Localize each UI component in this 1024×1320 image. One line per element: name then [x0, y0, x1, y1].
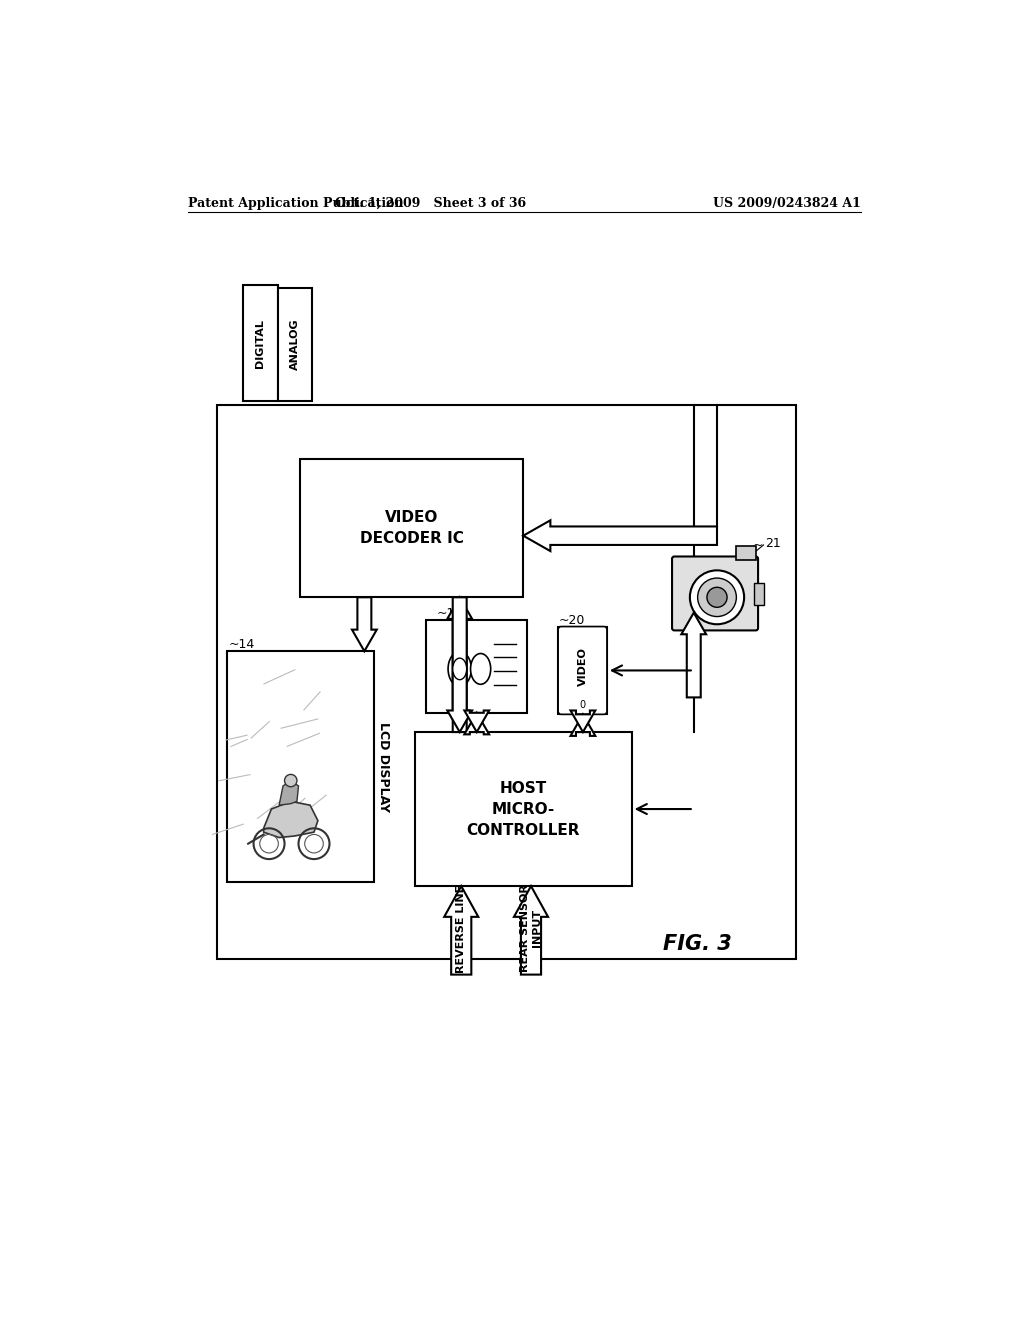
- FancyArrowPatch shape: [612, 665, 691, 676]
- Polygon shape: [280, 780, 299, 805]
- Text: ~20: ~20: [559, 614, 586, 627]
- Text: US 2009/0243824 A1: US 2009/0243824 A1: [714, 197, 861, 210]
- Text: LCD DISPLAY: LCD DISPLAY: [377, 722, 390, 812]
- Circle shape: [707, 587, 727, 607]
- Polygon shape: [447, 598, 472, 733]
- Text: 21: 21: [765, 537, 781, 550]
- Polygon shape: [444, 886, 478, 974]
- Polygon shape: [570, 714, 595, 737]
- Ellipse shape: [453, 659, 467, 680]
- Text: ~: ~: [753, 539, 764, 552]
- Bar: [736, 546, 756, 561]
- Polygon shape: [464, 710, 489, 733]
- Circle shape: [697, 578, 736, 616]
- Ellipse shape: [471, 653, 490, 684]
- Text: DIGITAL: DIGITAL: [255, 318, 265, 368]
- FancyBboxPatch shape: [672, 557, 758, 631]
- Polygon shape: [523, 520, 717, 552]
- Bar: [755, 583, 764, 605]
- Text: REAR SENSOR
INPUT: REAR SENSOR INPUT: [520, 884, 542, 973]
- Polygon shape: [447, 598, 472, 733]
- Text: 0: 0: [580, 700, 586, 710]
- FancyArrowPatch shape: [637, 804, 691, 814]
- Bar: [243, 285, 278, 401]
- Polygon shape: [352, 598, 377, 651]
- Polygon shape: [570, 710, 595, 733]
- Bar: [217, 405, 796, 960]
- Polygon shape: [464, 713, 489, 734]
- Text: ~16: ~16: [436, 607, 463, 620]
- Text: ANALOG: ANALOG: [290, 318, 300, 370]
- Bar: [426, 620, 527, 713]
- Bar: [278, 288, 312, 401]
- Text: VIDEO: VIDEO: [578, 647, 588, 686]
- Bar: [558, 627, 607, 714]
- Text: VIDEO
DECODER IC: VIDEO DECODER IC: [359, 510, 464, 546]
- Ellipse shape: [449, 652, 471, 686]
- Text: FIG. 3: FIG. 3: [663, 933, 731, 954]
- Text: Patent Application Publication: Patent Application Publication: [188, 197, 403, 210]
- Text: HOST
MICRO-
CONTROLLER: HOST MICRO- CONTROLLER: [467, 780, 580, 838]
- Circle shape: [285, 775, 297, 787]
- FancyBboxPatch shape: [558, 627, 607, 714]
- Bar: [415, 733, 632, 886]
- Text: ~14: ~14: [228, 638, 255, 651]
- Polygon shape: [263, 801, 317, 838]
- Polygon shape: [681, 612, 707, 697]
- Text: Oct. 1, 2009   Sheet 3 of 36: Oct. 1, 2009 Sheet 3 of 36: [335, 197, 525, 210]
- Bar: [227, 651, 375, 882]
- Text: REVERSE LINE: REVERSE LINE: [457, 884, 466, 973]
- Polygon shape: [514, 886, 548, 974]
- Bar: [300, 459, 523, 598]
- Circle shape: [690, 570, 744, 624]
